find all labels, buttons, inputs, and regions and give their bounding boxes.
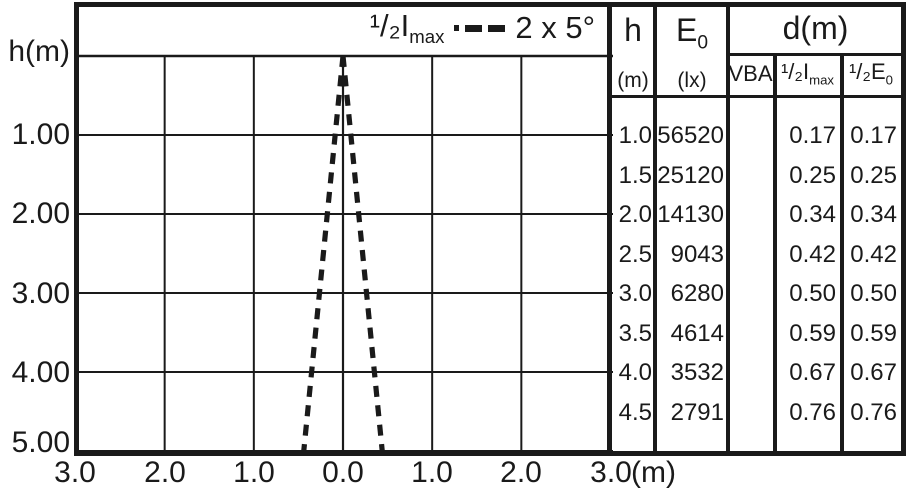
cell-h: 3.5 [618, 320, 652, 347]
table-subheader-half-imax: ¹/₂Imax [780, 59, 835, 88]
table-header-dm: d(m) [782, 10, 849, 46]
y-tick-label: 4.00 [11, 356, 70, 389]
cell-d-half-imax: 0.50 [789, 280, 836, 307]
x-tick-label: 2.0 [144, 456, 186, 489]
x-tick-label: 2.0 [500, 456, 542, 489]
dash-icon [488, 24, 506, 32]
table-rule-vba-imax [773, 53, 777, 453]
table-rule-under-dm [726, 53, 901, 56]
cell-d-half-imax: 0.17 [789, 122, 836, 149]
cell-d-half-e0: 0.17 [850, 122, 897, 149]
cell-e0: 3532 [670, 359, 724, 386]
table-subheader-vba: VBA [728, 61, 773, 86]
cell-e0: 4614 [670, 320, 724, 347]
legend-beam-angle: 2 x 5° [515, 10, 595, 45]
cell-h: 1.0 [618, 122, 652, 149]
cell-e0: 2791 [670, 399, 724, 426]
table-header-h-unit: (m) [617, 69, 649, 92]
legend-dash-sample [454, 24, 506, 32]
table-rule-h-e0 [653, 5, 657, 453]
table-header-e0: E0 [675, 12, 708, 54]
cell-h: 3.0 [618, 280, 652, 307]
table-header-h: h [624, 12, 642, 48]
x-axis-unit: (m) [631, 456, 676, 489]
table-rule-e0-d [726, 5, 730, 453]
y-axis-title: h(m) [8, 35, 70, 68]
y-tick-label: 2.00 [11, 197, 70, 230]
table-left-border [607, 2, 612, 456]
cell-e0: 25120 [657, 162, 724, 189]
figure-border [74, 2, 906, 456]
cell-h: 2.5 [618, 241, 652, 268]
cell-d-half-e0: 0.50 [850, 280, 897, 307]
cell-h: 4.0 [618, 359, 652, 386]
cell-e0: 14130 [657, 201, 724, 228]
cell-d-half-e0: 0.67 [850, 359, 897, 386]
dash-dot-icon [454, 25, 460, 31]
cell-d-half-e0: 0.34 [850, 201, 897, 228]
cell-d-half-e0: 0.25 [850, 162, 897, 189]
cell-d-half-imax: 0.76 [789, 399, 836, 426]
cell-e0: 6280 [670, 280, 724, 307]
dash-icon [465, 24, 483, 32]
cell-h: 1.5 [618, 162, 652, 189]
half-imax-beam-left-edge [301, 55, 346, 452]
table-header-e0-unit: (lx) [677, 69, 707, 92]
table-rule-imax-e0 [840, 53, 844, 453]
chart-legend: ¹/₂Imax 2 x 5° [280, 7, 595, 49]
cell-d-half-imax: 0.67 [789, 359, 836, 386]
x-tick-label: 3.0 [54, 456, 96, 489]
x-tick-label: 1.0 [233, 456, 275, 489]
cell-d-half-e0: 0.76 [850, 399, 897, 426]
cell-d-half-e0: 0.59 [850, 320, 897, 347]
x-tick-label: 3.0 [590, 456, 632, 489]
table-subheader-half-e0: ¹/₂E0 [848, 59, 893, 88]
cell-h: 4.5 [618, 399, 652, 426]
y-tick-label: 1.00 [11, 118, 70, 151]
cell-h: 2.0 [618, 201, 652, 228]
table-rule-under-subheader [612, 95, 901, 98]
cell-d-half-imax: 0.34 [789, 201, 836, 228]
cell-e0: 9043 [670, 241, 724, 268]
cell-d-half-imax: 0.25 [789, 162, 836, 189]
legend-series-label: ¹/₂Imax [369, 7, 445, 48]
cell-e0: 56520 [657, 122, 724, 149]
cell-d-half-imax: 0.59 [789, 320, 836, 347]
y-tick-label: 5.00 [11, 426, 70, 459]
cell-d-half-imax: 0.42 [789, 241, 836, 268]
x-tick-label: 1.0 [411, 456, 453, 489]
y-tick-label: 3.00 [11, 277, 70, 310]
half-imax-beam-right-edge [340, 55, 385, 452]
cell-d-half-e0: 0.42 [850, 241, 897, 268]
x-tick-label: 0.0 [322, 456, 364, 489]
